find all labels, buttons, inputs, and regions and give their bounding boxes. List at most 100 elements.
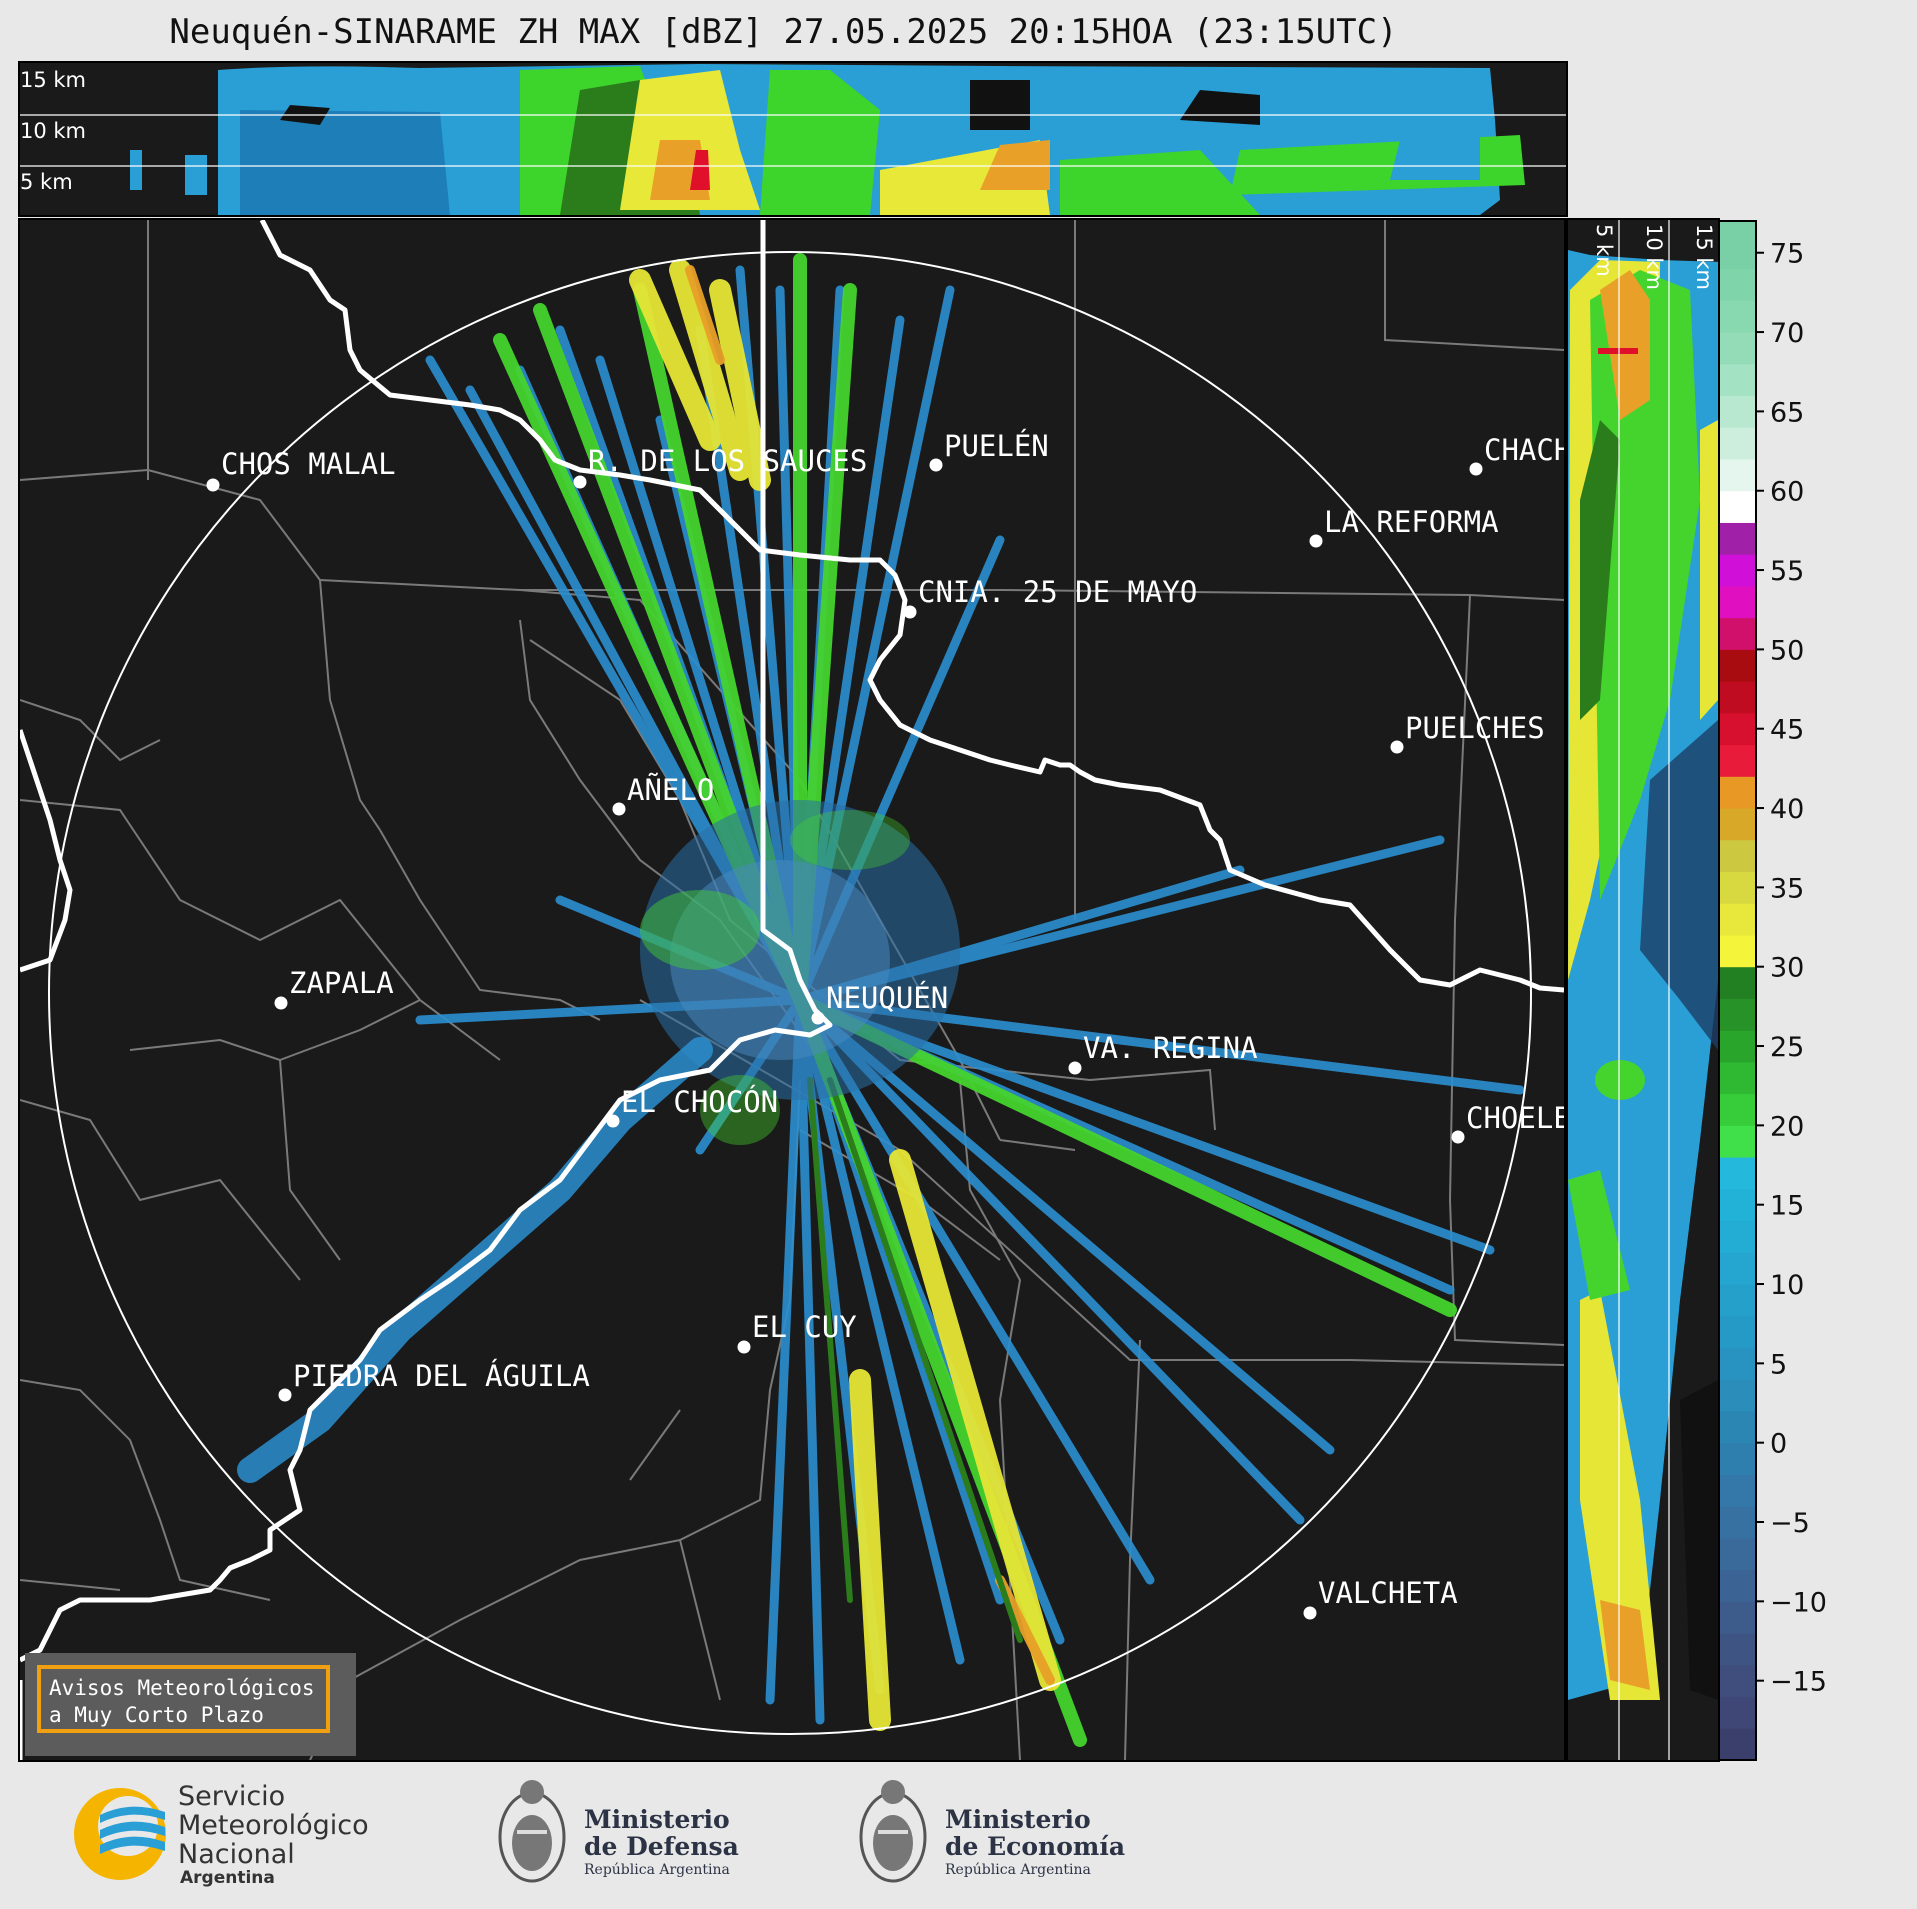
colorbar-tick-label: 5 [1770, 1349, 1787, 1380]
city-label-choele-choel: CHOELE [1466, 1101, 1571, 1135]
colorbar-segment [1719, 585, 1756, 619]
smn-line4: Argentina [180, 1868, 275, 1888]
colorbar-segment [1719, 395, 1756, 428]
colorbar-segment [1719, 903, 1756, 936]
colorbar-tick-label: 75 [1770, 239, 1804, 270]
colorbar-segment [1719, 744, 1756, 777]
colorbar-tick-label: 55 [1770, 556, 1804, 587]
economia-line2: de Economía [945, 1832, 1125, 1861]
defensa-line2: de Defensa [584, 1832, 739, 1861]
city-markers [206, 458, 1483, 1620]
colorbar-segment [1719, 808, 1756, 841]
colorbar-segment [1719, 554, 1756, 587]
top-profile-panel: 15 km 10 km 5 km [18, 61, 1568, 217]
colorbar-tick-label: 50 [1770, 635, 1804, 666]
colorbar-segment [1719, 363, 1756, 397]
city-label-chacharramendi: CHACH [1484, 433, 1571, 467]
colorbar-segment [1719, 1252, 1756, 1285]
smn-logo: Servicio Meteorológico Nacional Argentin… [74, 1781, 369, 1888]
side-profile-panel: 5 km 10 km 15 km [1566, 218, 1720, 1762]
colorbar-segment [1719, 268, 1756, 301]
colorbar-tick-label: 15 [1770, 1191, 1804, 1222]
defensa-logo: Ministerio de Defensa República Argentin… [498, 1780, 739, 1883]
range-ring [48, 251, 1532, 1735]
colorbar-segment [1719, 332, 1756, 365]
top-height-5km: 5 km [20, 170, 73, 194]
colorbar-segment [1719, 1664, 1756, 1698]
colorbar-segment [1719, 221, 1756, 270]
city-label-el-cuy: EL CUY [752, 1310, 857, 1344]
side-height-5km: 5 km [1592, 224, 1616, 277]
colorbar-segment [1719, 1347, 1756, 1380]
warning-box: Avisos Meteorológicos a Muy Corto Plazo [25, 1653, 356, 1756]
colorbar-tick-label: 45 [1770, 715, 1804, 746]
warning-line2: a Muy Corto Plazo [49, 1703, 264, 1727]
chart-title: Neuquén-SINARAME ZH MAX [dBZ] 27.05.2025… [169, 12, 1398, 52]
colorbar-segment [1719, 1030, 1756, 1063]
colorbar-segment [1719, 522, 1756, 555]
colorbar-tick-label: −15 [1770, 1667, 1827, 1698]
economia-line3: República Argentina [945, 1862, 1091, 1878]
colorbar-segment [1719, 427, 1756, 460]
city-label-zapala: ZAPALA [289, 966, 394, 1000]
smn-line2: Meteorológico [178, 1810, 369, 1841]
colorbar-segment [1719, 1315, 1756, 1348]
smn-line3: Nacional [178, 1839, 295, 1870]
colorbar-segment [1719, 776, 1756, 809]
colorbar-segment [1719, 1601, 1756, 1634]
map-panel: CHOS MALAL R. DE LOS SAUCES PUELÉN CHACH… [18, 218, 1571, 1762]
colorbar-tick-label: 35 [1770, 873, 1804, 904]
city-label-piedra-del-aguila: PIEDRA DEL ÁGUILA [293, 1359, 590, 1393]
city-label-puelen: PUELÉN [944, 429, 1049, 463]
top-height-15km: 15 km [20, 68, 86, 92]
city-label-villa-regina: VA. REGINA [1083, 1031, 1258, 1065]
defensa-line3: República Argentina [584, 1862, 730, 1878]
colorbar-segment [1719, 1696, 1756, 1729]
side-profile-echoes [1568, 250, 1718, 1700]
colorbar-segment [1719, 1633, 1756, 1666]
colorbar-segment [1719, 1125, 1756, 1158]
colorbar-tick-label: −5 [1770, 1508, 1810, 1539]
smn-line1: Servicio [178, 1781, 285, 1812]
colorbar-tick-label: 60 [1770, 477, 1804, 508]
colorbar-segment [1719, 871, 1756, 904]
colorbar-tick-label: 30 [1770, 953, 1804, 984]
colorbar-segment [1719, 1284, 1756, 1317]
colorbar-segment [1719, 1410, 1756, 1444]
city-label-colonia-25-de-mayo: CNIA. 25 DE MAYO [918, 575, 1197, 609]
colorbar-segment [1719, 1379, 1756, 1412]
colorbar-segment [1719, 1220, 1756, 1253]
colorbar-segment [1719, 1506, 1756, 1539]
colorbar-segment [1719, 1061, 1756, 1095]
colorbar-segment [1719, 1188, 1756, 1222]
city-label-puelches: PUELCHES [1405, 711, 1545, 745]
colorbar-tick-label: 25 [1770, 1032, 1804, 1063]
colorbar-tick-label: 20 [1770, 1111, 1804, 1142]
warning-box-frame: Avisos Meteorológicos a Muy Corto Plazo [37, 1665, 330, 1733]
top-height-10km: 10 km [20, 119, 86, 143]
economia-logo: Ministerio de Economía República Argenti… [859, 1780, 1125, 1883]
colorbar-tick-label: 65 [1770, 397, 1804, 428]
colorbar-segment [1719, 1728, 1756, 1761]
colorbar-tick-label: 40 [1770, 794, 1804, 825]
colorbar-segment [1719, 839, 1756, 873]
colorbar-segment [1719, 681, 1756, 714]
economia-line1: Ministerio [945, 1805, 1091, 1834]
city-label-valcheta: VALCHETA [1318, 1576, 1458, 1610]
colorbar-segment [1719, 649, 1756, 682]
side-height-10km: 10 km [1642, 224, 1666, 290]
city-label-rincon-de-los-sauces: R. DE LOS SAUCES [588, 444, 867, 478]
main-boundaries [20, 220, 1564, 1760]
colorbar-segment [1719, 966, 1756, 999]
colorbar-segment [1719, 490, 1756, 523]
colorbar-segment [1719, 1537, 1756, 1571]
colorbar-segment [1719, 998, 1756, 1031]
colorbar-tick-label: 0 [1770, 1429, 1787, 1460]
argentine-coat-of-arms-icon [859, 1780, 927, 1883]
warning-line1: Avisos Meteorológicos [49, 1676, 315, 1700]
city-label-neuquen: NEUQUÉN [826, 981, 948, 1015]
colorbar-segment [1719, 934, 1756, 968]
city-label-anelo: AÑELO [627, 773, 714, 807]
